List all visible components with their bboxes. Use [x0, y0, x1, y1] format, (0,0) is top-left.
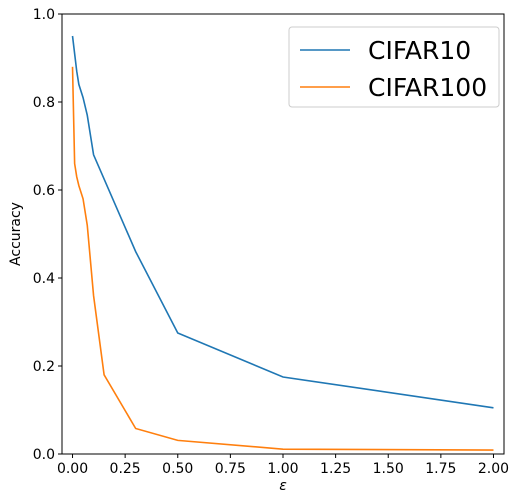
- legend: CIFAR10 CIFAR100: [288, 26, 500, 108]
- y-axis-label: Accuracy: [8, 202, 24, 266]
- y-tick-label: 0.0: [33, 447, 55, 463]
- series-line-cifar10: [71, 35, 494, 409]
- x-tick-label: 2.00: [478, 461, 509, 477]
- y-tick-label: 0.6: [33, 183, 55, 199]
- x-tick-label: 0.25: [110, 461, 141, 477]
- x-tick-label: 0.75: [215, 461, 246, 477]
- y-tick-label: 0.2: [33, 359, 55, 375]
- x-tick-label: 1.00: [267, 461, 298, 477]
- x-tick-label: 0.00: [57, 461, 88, 477]
- y-tick-label: 1.0: [33, 7, 55, 23]
- x-tick-label: 1.25: [320, 461, 351, 477]
- series-layer: [71, 35, 494, 451]
- legend-label-cifar10: CIFAR10: [368, 36, 471, 65]
- y-tick-label: 0.4: [33, 271, 55, 287]
- x-tick-label: 1.75: [425, 461, 456, 477]
- y-tick-label: 0.8: [33, 95, 55, 111]
- y-axis-ticks: 0.0 0.2 0.4 0.6 0.8 1.0: [33, 7, 62, 463]
- x-axis-ticks: 0.00 0.25 0.50 0.75 1.00 1.25 1.50 1.75 2.00: [57, 454, 509, 477]
- x-tick-label: 1.50: [373, 461, 404, 477]
- x-axis-label: ε: [279, 478, 287, 494]
- x-tick-label: 0.50: [162, 461, 193, 477]
- legend-label-cifar100: CIFAR100: [368, 73, 487, 102]
- series-line-cifar100: [71, 66, 494, 451]
